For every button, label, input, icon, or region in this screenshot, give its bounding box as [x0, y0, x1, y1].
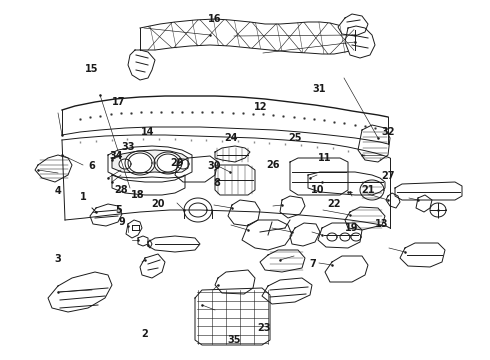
Polygon shape	[140, 19, 355, 54]
Polygon shape	[215, 146, 250, 162]
Text: 5: 5	[115, 204, 122, 215]
Text: 23: 23	[257, 323, 270, 333]
Text: 13: 13	[374, 219, 388, 229]
Polygon shape	[358, 125, 390, 162]
Polygon shape	[154, 152, 182, 174]
Polygon shape	[126, 220, 142, 238]
Polygon shape	[242, 220, 292, 250]
Polygon shape	[175, 156, 218, 182]
Text: 1: 1	[80, 192, 87, 202]
Text: 26: 26	[267, 160, 280, 170]
Polygon shape	[430, 203, 446, 217]
Text: 9: 9	[118, 217, 125, 228]
Polygon shape	[112, 150, 188, 173]
Text: 8: 8	[213, 178, 220, 188]
Polygon shape	[215, 270, 255, 294]
Polygon shape	[148, 236, 200, 252]
Text: 17: 17	[112, 96, 125, 107]
Polygon shape	[177, 159, 189, 169]
Polygon shape	[260, 250, 305, 272]
Text: 11: 11	[318, 153, 331, 163]
Polygon shape	[108, 146, 192, 178]
Polygon shape	[318, 223, 362, 248]
Polygon shape	[125, 151, 155, 175]
Polygon shape	[128, 50, 155, 80]
Polygon shape	[195, 288, 270, 345]
Text: 10: 10	[311, 185, 324, 195]
Polygon shape	[386, 193, 400, 208]
Text: 30: 30	[208, 161, 221, 171]
Text: 12: 12	[254, 102, 268, 112]
Text: 2: 2	[141, 329, 148, 339]
Polygon shape	[400, 243, 445, 267]
Polygon shape	[90, 204, 122, 226]
Text: 3: 3	[54, 254, 61, 264]
Text: 31: 31	[313, 84, 326, 94]
Text: 34: 34	[110, 150, 123, 161]
Polygon shape	[290, 223, 320, 246]
Polygon shape	[325, 256, 368, 282]
Polygon shape	[395, 182, 462, 200]
Text: 21: 21	[362, 185, 375, 195]
Polygon shape	[119, 159, 131, 169]
Polygon shape	[228, 200, 260, 226]
Text: 18: 18	[131, 190, 145, 200]
Text: 20: 20	[151, 199, 165, 210]
Polygon shape	[140, 254, 165, 278]
Text: 22: 22	[327, 199, 341, 210]
Text: 27: 27	[381, 171, 395, 181]
Text: 29: 29	[171, 158, 184, 168]
Polygon shape	[416, 195, 432, 212]
Polygon shape	[62, 135, 390, 228]
Text: 16: 16	[208, 14, 221, 24]
Text: 33: 33	[122, 142, 135, 152]
Text: 25: 25	[288, 132, 302, 143]
Polygon shape	[48, 272, 112, 312]
Polygon shape	[215, 165, 255, 195]
Polygon shape	[112, 175, 185, 195]
Polygon shape	[184, 198, 212, 222]
Text: 14: 14	[141, 127, 155, 138]
Text: 6: 6	[89, 161, 96, 171]
Polygon shape	[360, 180, 384, 200]
Text: 24: 24	[224, 132, 238, 143]
Polygon shape	[262, 278, 312, 304]
Text: 35: 35	[227, 335, 241, 345]
Text: 32: 32	[381, 127, 395, 138]
Polygon shape	[345, 26, 375, 58]
Polygon shape	[35, 155, 72, 182]
Text: 15: 15	[85, 64, 99, 74]
Polygon shape	[290, 158, 348, 195]
Polygon shape	[338, 14, 368, 36]
Text: 19: 19	[345, 222, 359, 233]
Text: 7: 7	[309, 258, 316, 269]
Polygon shape	[308, 172, 385, 195]
Polygon shape	[345, 207, 385, 230]
Text: 28: 28	[115, 185, 128, 195]
Polygon shape	[62, 96, 388, 144]
Polygon shape	[280, 196, 305, 218]
Text: 4: 4	[54, 186, 61, 196]
